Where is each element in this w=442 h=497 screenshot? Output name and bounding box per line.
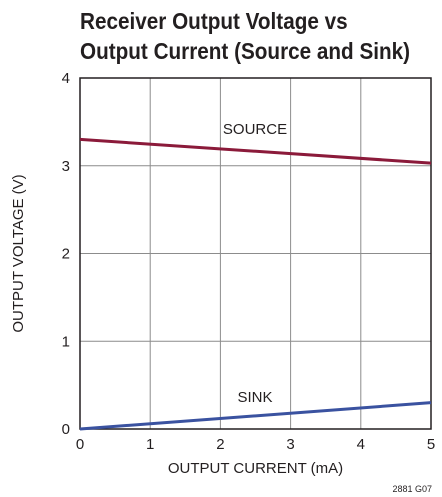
chart-title-line-2: Output Current (Source and Sink) bbox=[80, 38, 411, 64]
x-tick-label: 4 bbox=[357, 436, 365, 453]
y-tick-label: 2 bbox=[62, 246, 70, 263]
y-axis-label: OUTPUT VOLTAGE (V) bbox=[10, 174, 27, 332]
figure-code: 2881 G07 bbox=[392, 484, 432, 494]
x-tick-label: 0 bbox=[76, 436, 84, 453]
x-tick-label: 1 bbox=[146, 436, 154, 453]
y-tick-label: 1 bbox=[62, 333, 70, 350]
y-tick-label: 0 bbox=[62, 421, 70, 438]
plot-frame bbox=[79, 77, 432, 430]
series-label-source: SOURCE bbox=[223, 121, 287, 138]
chart-title-line-1: Receiver Output Voltage vs bbox=[80, 8, 348, 34]
series-line-source bbox=[79, 137, 432, 165]
chart-title: Receiver Output Voltage vs Output Curren… bbox=[80, 6, 410, 66]
series-label-sink: SINK bbox=[237, 389, 272, 406]
x-tick-label: 2 bbox=[216, 436, 224, 453]
y-tick-label: 4 bbox=[62, 70, 70, 87]
x-tick-label: 5 bbox=[427, 436, 435, 453]
x-tick-label: 3 bbox=[286, 436, 294, 453]
series-line-sink bbox=[79, 401, 432, 431]
y-tick-label: 3 bbox=[62, 158, 70, 175]
x-axis-label: OUTPUT CURRENT (mA) bbox=[168, 460, 343, 477]
